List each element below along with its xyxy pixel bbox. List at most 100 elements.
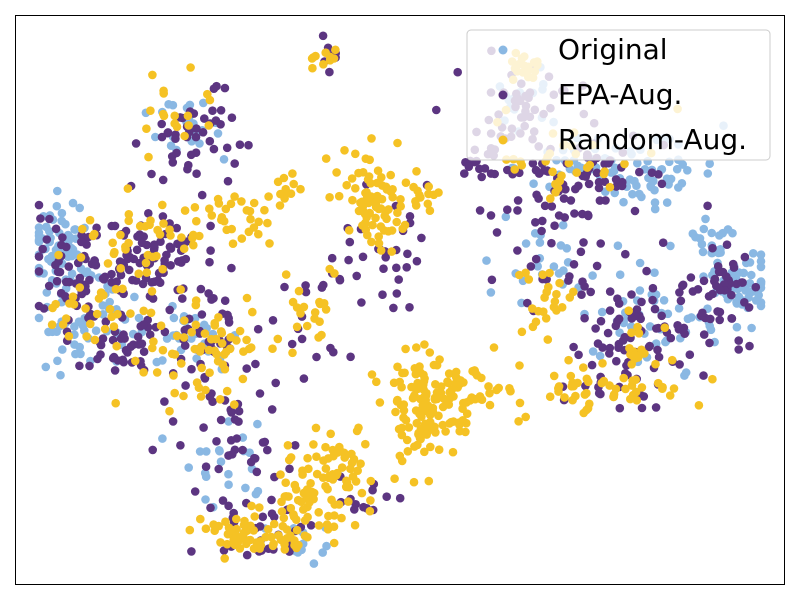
point-random-aug [310,314,319,323]
point-random-aug [411,201,421,210]
point-epa-aug [513,196,523,205]
point-epa-aug [675,360,684,369]
point-epa-aug [729,263,739,272]
point-random-aug [292,303,302,312]
point-random-aug [116,264,125,273]
point-epa-aug [335,275,345,285]
point-original [309,559,319,568]
point-random-aug [394,424,404,434]
point-original [732,322,742,332]
point-epa-aug [574,181,583,191]
point-random-aug [564,158,574,168]
point-random-aug [515,270,524,280]
point-random-aug [314,521,324,530]
point-random-aug [549,371,559,381]
point-random-aug [387,226,397,235]
point-epa-aug [139,320,148,329]
point-random-aug [201,385,210,395]
point-original [169,313,179,323]
point-random-aug [312,452,321,462]
point-random-aug [51,299,60,309]
point-epa-aug [344,255,353,265]
point-original [75,203,84,213]
point-random-aug [286,503,296,513]
point-random-aug [283,441,293,450]
point-random-aug [393,208,402,217]
point-random-aug [147,287,157,296]
point-random-aug [211,334,221,344]
point-random-aug [210,526,219,535]
point-random-aug [605,381,614,390]
point-epa-aug [325,67,334,77]
point-original [98,301,108,310]
point-random-aug [152,368,162,377]
point-random-aug [329,54,339,63]
point-random-aug [583,163,592,172]
point-epa-aug [570,209,579,218]
point-epa-aug [192,124,201,133]
point-epa-aug [157,132,167,142]
point-random-aug [541,314,551,323]
point-epa-aug [220,296,230,306]
point-random-aug [165,225,174,234]
point-epa-aug [621,249,630,259]
point-original [48,327,57,337]
point-epa-aug [226,436,236,445]
point-epa-aug [252,467,262,477]
point-epa-aug [698,308,707,318]
point-epa-aug [566,196,576,205]
point-random-aug [485,388,494,398]
point-random-aug [362,213,372,222]
point-original [535,238,545,247]
point-original [253,419,262,429]
point-epa-aug [740,298,749,307]
point-random-aug [441,395,451,405]
point-epa-aug [227,263,236,273]
point-random-aug [230,400,239,409]
point-random-aug [126,309,135,318]
point-random-aug [232,336,241,345]
point-epa-aug [654,352,664,362]
legend-marker-original [498,45,508,55]
point-random-aug [185,525,195,535]
point-random-aug [462,418,471,428]
point-epa-aug [148,294,158,303]
point-random-aug [368,220,377,230]
point-epa-aug [586,287,595,297]
point-random-aug [399,400,409,409]
point-random-aug [123,184,133,193]
point-random-aug [708,374,717,384]
point-random-aug [235,326,245,336]
point-epa-aug [584,179,594,189]
point-epa-aug [200,114,209,123]
point-original [628,189,637,199]
plot-frame [15,15,785,585]
point-epa-aug [350,505,359,514]
point-random-aug [319,456,328,465]
point-random-aug [286,531,295,540]
point-epa-aug [650,304,660,314]
point-random-aug [409,477,419,487]
point-epa-aug [166,244,176,253]
point-epa-aug [579,238,588,247]
point-epa-aug [604,158,613,168]
point-original [70,322,79,331]
point-original [34,235,44,245]
point-random-aug [180,316,189,325]
point-epa-aug [212,437,221,446]
point-original [659,296,669,305]
point-random-aug [112,341,121,351]
point-original [158,434,167,443]
point-random-aug [216,538,225,547]
point-random-aug [253,229,263,239]
point-epa-aug [230,415,240,424]
point-random-aug [401,178,411,187]
point-random-aug [238,374,248,384]
point-epa-aug [318,31,328,41]
point-epa-aug [486,211,496,220]
point-random-aug [420,447,429,457]
point-original [695,234,705,243]
point-epa-aug [675,288,684,297]
point-random-aug [107,312,116,322]
point-random-aug [485,400,495,410]
